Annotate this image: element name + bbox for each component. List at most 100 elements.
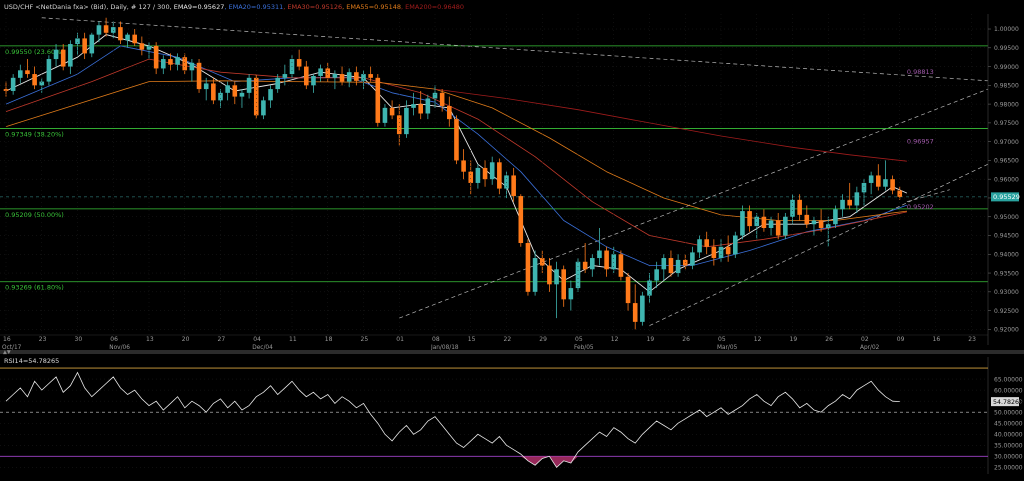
candle[interactable] [161,55,166,75]
candle[interactable] [10,74,16,95]
candle[interactable] [246,74,252,99]
candle[interactable] [404,100,409,138]
candle[interactable] [375,74,381,127]
candle[interactable] [518,194,524,247]
candle[interactable] [454,115,459,165]
candle[interactable] [196,59,202,93]
candle[interactable] [382,104,388,127]
candle[interactable] [897,186,903,200]
candle[interactable] [554,261,559,319]
candle[interactable] [783,212,788,240]
candle[interactable] [854,186,860,213]
candle[interactable] [96,21,102,43]
candle[interactable] [833,205,838,228]
candle[interactable] [654,261,659,289]
candle[interactable] [532,250,538,296]
candle[interactable] [632,284,638,330]
candle[interactable] [840,194,845,217]
candle[interactable] [747,205,752,232]
candle[interactable] [582,243,588,274]
candle[interactable] [239,89,245,108]
candle[interactable] [318,64,323,82]
candle[interactable] [346,68,352,88]
candle[interactable] [411,92,416,116]
candle[interactable] [211,77,216,105]
trendline[interactable] [906,189,950,203]
candle[interactable] [675,254,681,277]
candle[interactable] [447,96,452,127]
candle[interactable] [368,66,373,82]
candle[interactable] [868,171,874,195]
candle[interactable] [804,205,810,228]
candle[interactable] [711,239,717,266]
candle[interactable] [890,175,895,195]
candle[interactable] [847,182,852,210]
candle[interactable] [203,77,209,101]
candle[interactable] [232,81,238,105]
candle[interactable] [418,90,423,120]
rsi-pane[interactable]: 65.0000060.0000055.0000050.0000045.00000… [0,357,1023,474]
candle[interactable] [282,64,288,86]
candle[interactable] [25,59,30,78]
candle[interactable] [118,21,123,45]
candle[interactable] [876,164,881,191]
candle[interactable] [611,246,617,274]
candle[interactable] [89,32,95,58]
candle[interactable] [790,194,795,225]
candle[interactable] [46,55,52,86]
candle[interactable] [547,258,552,292]
candle[interactable] [439,89,445,112]
candle[interactable] [590,254,595,277]
candle[interactable] [296,49,302,71]
candle[interactable] [175,53,180,71]
candle[interactable] [125,32,130,48]
candle[interactable] [883,160,888,191]
candle[interactable] [110,21,116,39]
candle[interactable] [640,291,645,326]
candle[interactable] [461,149,466,180]
candle[interactable] [311,74,316,93]
candle[interactable] [68,40,73,75]
candle[interactable] [725,235,731,262]
candle[interactable] [82,32,87,60]
candle[interactable] [811,216,817,236]
trendline[interactable] [399,88,989,319]
candle[interactable] [511,167,516,202]
candle[interactable] [354,66,359,86]
pane-collapse-icon[interactable]: ▲▼ [3,350,11,356]
candle[interactable] [568,280,574,311]
candle[interactable] [775,212,781,240]
candle[interactable] [32,66,37,90]
candle[interactable] [225,81,230,101]
candle[interactable] [625,273,631,311]
candle[interactable] [139,36,145,56]
candle[interactable] [618,250,624,281]
candle[interactable] [153,42,159,75]
candle[interactable] [661,254,667,281]
candle[interactable] [189,59,195,82]
candle[interactable] [253,74,259,120]
candle[interactable] [261,96,266,120]
candle[interactable] [704,231,709,255]
candle[interactable] [668,250,674,277]
candle[interactable] [425,94,431,120]
candle[interactable] [597,228,602,266]
candle[interactable] [497,158,502,195]
candle[interactable] [361,70,366,90]
candle[interactable] [690,246,695,270]
candle[interactable] [132,29,137,46]
candle[interactable] [489,156,495,185]
candle[interactable] [604,246,609,277]
candle[interactable] [60,44,66,71]
candle[interactable] [482,160,488,187]
candle[interactable] [339,66,345,86]
candle[interactable] [525,239,531,296]
candle[interactable] [332,70,338,90]
candle[interactable] [561,265,566,307]
candle[interactable] [797,194,802,221]
candle[interactable] [740,205,745,240]
candle[interactable] [475,164,481,189]
candle[interactable] [75,32,80,56]
pane-divider[interactable] [0,350,1024,354]
